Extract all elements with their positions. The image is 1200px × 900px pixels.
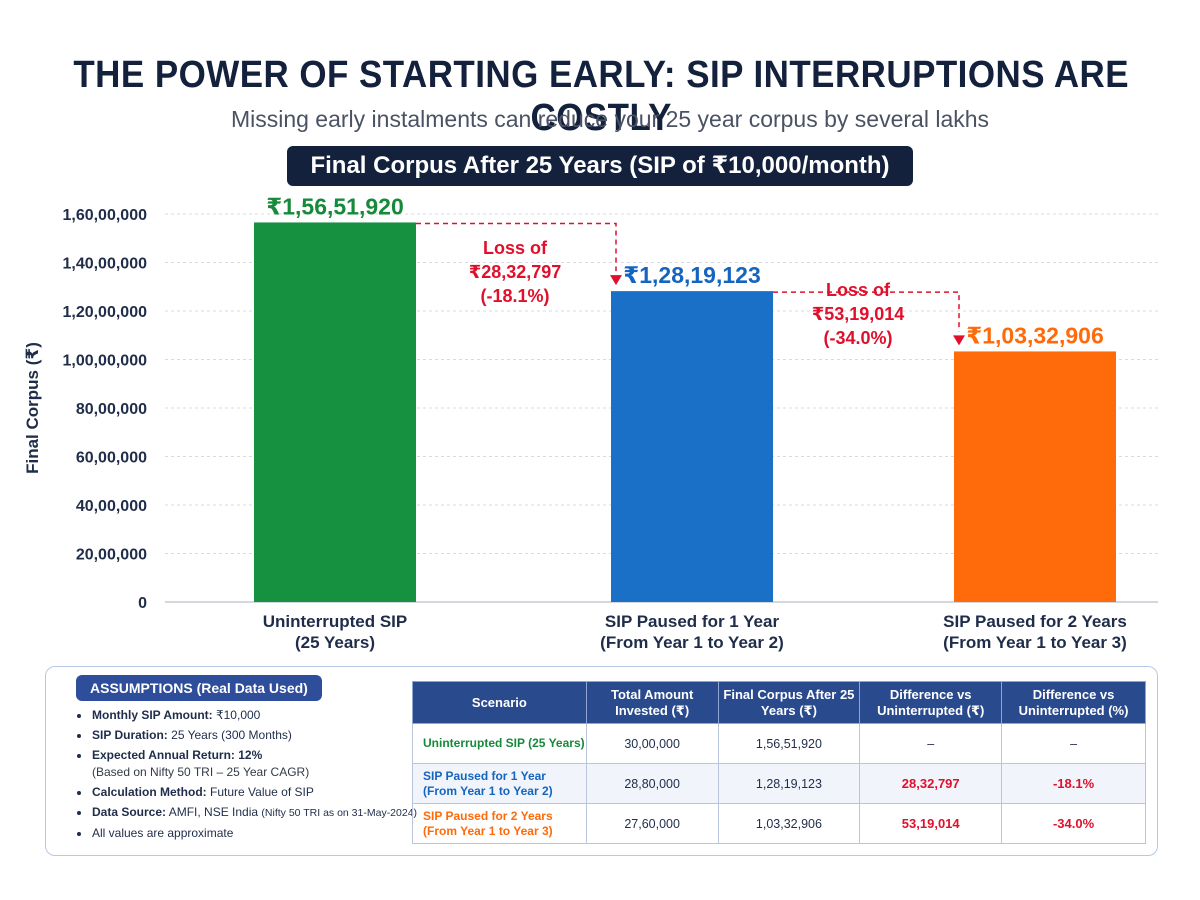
- bar-chart: 0 20,00,000 40,00,000 60,00,000 80,00,000 1,0…: [23, 193, 1158, 652]
- corpus-cell: 1,28,19,123: [717, 763, 861, 804]
- invested-cell: 28,80,000: [585, 763, 719, 804]
- loss-annotation: Loss of: [826, 280, 891, 300]
- x-tick-label: (From Year 1 to Year 3): [943, 633, 1127, 652]
- arrow-head: [953, 335, 965, 346]
- y-tick-label: 1,20,00,000: [62, 304, 147, 321]
- table-header: Total Amount Invested (₹): [585, 681, 719, 724]
- loss-annotation: ₹28,32,797: [469, 262, 562, 282]
- page-title: THE POWER OF STARTING EARLY: SIP INTERRU…: [73, 54, 1130, 139]
- difference-pct-cell: –: [1001, 723, 1146, 764]
- assumption-item: SIP Duration: 25 Years (300 Months): [74, 727, 424, 744]
- corpus-cell: 1,56,51,920: [717, 723, 861, 764]
- bar: [254, 222, 416, 602]
- assumption-item: Expected Annual Return: 12% (Based on Nif…: [74, 747, 424, 781]
- data-label: ₹1,03,32,906: [966, 322, 1104, 348]
- loss-annotation: (-34.0%): [823, 328, 892, 348]
- table-header: Scenario: [412, 681, 587, 724]
- assumption-item: Monthly SIP Amount: ₹10,000: [74, 707, 424, 724]
- y-tick-label: 20,00,000: [76, 547, 147, 564]
- y-tick-label: 80,00,000: [76, 401, 147, 418]
- assumptions-list: Monthly SIP Amount: ₹10,000 SIP Duration…: [74, 707, 424, 845]
- x-tick-label: Uninterrupted SIP: [263, 612, 408, 631]
- loss-annotation: (-18.1%): [480, 286, 549, 306]
- x-tick-label: (25 Years): [295, 633, 375, 652]
- assumption-item: Calculation Method: Future Value of SIP: [74, 784, 424, 801]
- table-row: SIP Paused for 2 Years (From Year 1 to Ye…: [412, 803, 1146, 844]
- y-tick-label: 60,00,000: [76, 450, 147, 467]
- assumptions-panel: ASSUMPTIONS (Real Data Used) Monthly SIP…: [45, 666, 1158, 856]
- corpus-cell: 1,03,32,906: [717, 803, 861, 844]
- arrow-head: [610, 275, 622, 286]
- difference-cell: 53,19,014: [859, 803, 1003, 844]
- x-tick-label: SIP Paused for 2 Years: [943, 612, 1127, 631]
- loss-annotation: Loss of: [483, 238, 548, 258]
- assumptions-heading: ASSUMPTIONS (Real Data Used): [76, 675, 322, 701]
- table-header: Final Corpus After 25 Years (₹): [717, 681, 861, 724]
- scenario-table: Scenario Total Amount Invested (₹) Final…: [412, 681, 1146, 844]
- y-tick-label: 1,40,00,000: [62, 256, 147, 273]
- bar: [954, 351, 1116, 602]
- page-subtitle: Missing early instalments can reduce you…: [230, 106, 990, 132]
- loss-annotation: ₹53,19,014: [812, 304, 905, 324]
- y-tick-label: 1,00,00,000: [62, 353, 147, 370]
- assumption-item: All values are approximate: [74, 825, 424, 842]
- bar: [611, 291, 773, 602]
- difference-cell: 28,32,797: [859, 763, 1003, 804]
- table-header: Difference vs Uninterrupted (%): [1001, 681, 1146, 724]
- y-tick-label: 40,00,000: [76, 498, 147, 515]
- table-row: SIP Paused for 1 Year (From Year 1 to Yea…: [412, 763, 1146, 804]
- y-axis-label: Final Corpus (₹): [23, 342, 42, 474]
- y-tick-label: 0: [138, 595, 147, 612]
- difference-pct-cell: -34.0%: [1001, 803, 1146, 844]
- chart-title-badge: Final Corpus After 25 Years (SIP of ₹10,…: [287, 146, 913, 186]
- assumption-item: Data Source: AMFI, NSE India (Nifty 50 T…: [74, 804, 424, 822]
- scenario-cell: SIP Paused for 1 Year (From Year 1 to Yea…: [412, 763, 587, 804]
- y-tick-label: 1,60,00,000: [62, 207, 147, 224]
- x-tick-label: SIP Paused for 1 Year: [605, 612, 780, 631]
- table-row: Uninterrupted SIP (25 Years) 30,00,000 1,5…: [412, 723, 1146, 764]
- data-label: ₹1,28,19,123: [623, 262, 761, 288]
- difference-pct-cell: -18.1%: [1001, 763, 1146, 804]
- data-label: ₹1,56,51,920: [266, 193, 404, 219]
- loss-connector: [416, 222, 617, 272]
- difference-cell: –: [859, 723, 1003, 764]
- x-tick-label: (From Year 1 to Year 2): [600, 633, 784, 652]
- scenario-cell: SIP Paused for 2 Years (From Year 1 to Ye…: [412, 803, 587, 844]
- scenario-cell: Uninterrupted SIP (25 Years): [412, 723, 587, 764]
- table-header: Difference vs Uninterrupted (₹): [859, 681, 1003, 724]
- invested-cell: 30,00,000: [585, 723, 719, 764]
- invested-cell: 27,60,000: [585, 803, 719, 844]
